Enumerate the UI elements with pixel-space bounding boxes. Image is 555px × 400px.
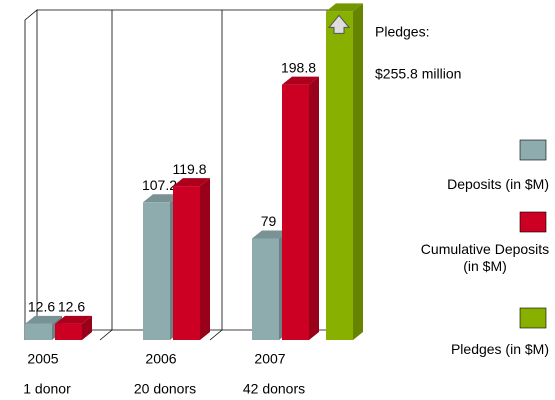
arrow-icon xyxy=(327,14,351,34)
value-label: 12.6 xyxy=(58,299,85,315)
bar xyxy=(143,202,170,340)
bar xyxy=(282,84,309,340)
x-tick-label: 2006 xyxy=(145,351,176,367)
bar-top xyxy=(252,230,289,239)
bar xyxy=(55,323,82,340)
x-tick-note: 1 donor xyxy=(23,381,71,397)
value-label: $255.8 million xyxy=(375,66,461,82)
bar-top xyxy=(326,3,363,12)
value-label: 79 xyxy=(261,213,277,229)
left-wall xyxy=(24,9,38,340)
bar-side xyxy=(353,3,363,340)
bar-top xyxy=(173,178,210,187)
bar-top xyxy=(143,194,180,203)
bar-side xyxy=(82,315,92,340)
legend-label: Pledges (in $M) xyxy=(450,341,549,357)
bar-top xyxy=(55,315,92,324)
bar xyxy=(173,186,200,340)
bar-top xyxy=(25,315,62,324)
bar-side xyxy=(200,178,210,340)
bar xyxy=(326,11,353,340)
x-tick-note: 20 donors xyxy=(134,381,196,397)
bar xyxy=(252,238,279,340)
floor-divider xyxy=(209,329,223,341)
x-tick-label: 2007 xyxy=(254,351,285,367)
x-tick-note: 42 donors xyxy=(243,381,305,397)
floor-divider xyxy=(99,329,113,341)
annotation: Pledges: xyxy=(375,24,429,40)
legend-swatch xyxy=(519,307,547,329)
value-label: 107.2 xyxy=(142,177,177,193)
value-label: 198.8 xyxy=(281,59,316,75)
x-tick-label: 2005 xyxy=(27,351,58,367)
value-label: 12.6 xyxy=(28,299,55,315)
legend-swatch xyxy=(519,139,547,161)
bar-top xyxy=(282,76,319,85)
bar-side xyxy=(309,76,319,340)
value-label: 119.8 xyxy=(173,161,207,177)
legend-label: Cumulative Deposits (in $M) xyxy=(420,241,550,274)
bar xyxy=(25,323,52,340)
legend-label: Deposits (in $M) xyxy=(447,176,549,192)
legend-swatch xyxy=(519,211,547,233)
